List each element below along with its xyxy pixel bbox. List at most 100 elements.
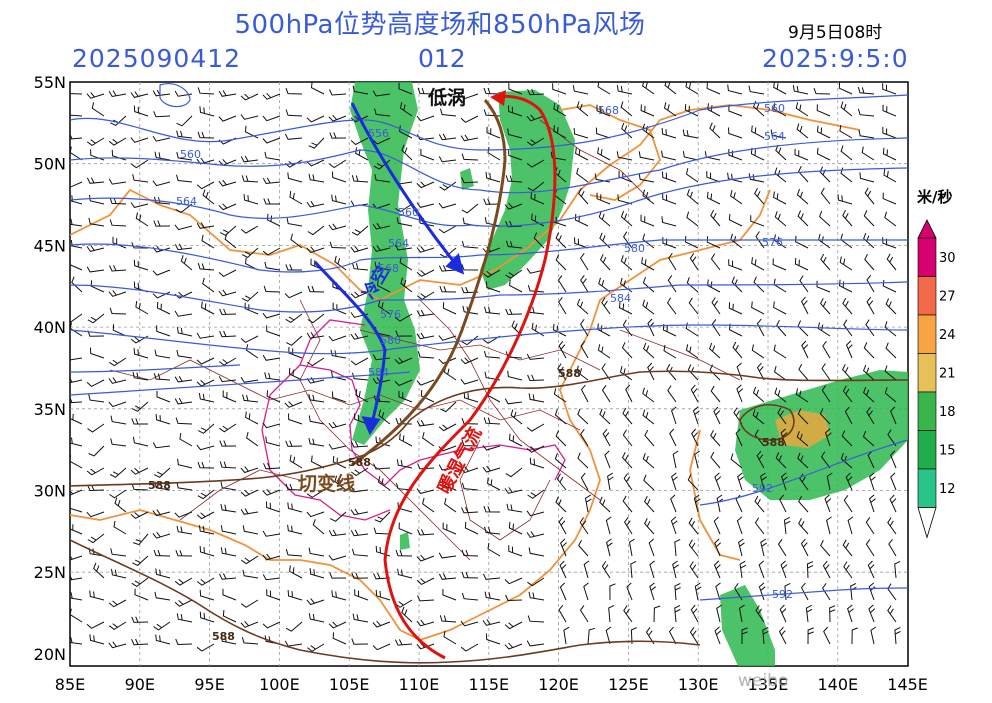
wind-barb <box>240 335 259 344</box>
wind-barb <box>153 220 171 227</box>
wind-barb <box>882 192 897 205</box>
wind-barb <box>663 102 677 117</box>
wind-barb <box>461 417 479 425</box>
height-contours-blue-east <box>699 439 908 601</box>
wind-barb <box>351 175 369 183</box>
wind-barb <box>622 319 633 337</box>
wind-barb <box>820 539 831 557</box>
wind-barb <box>288 347 303 359</box>
wind-barb <box>653 605 661 623</box>
wind-barb <box>266 390 281 403</box>
warm-moist-flow-arrow <box>383 94 557 660</box>
wind-barb <box>220 481 237 491</box>
wind-barb <box>176 130 193 139</box>
wind-barb <box>196 357 215 365</box>
wind-barb <box>222 609 237 623</box>
wind-barb <box>754 517 765 535</box>
wind-barb <box>70 322 83 337</box>
wind-barb <box>847 604 854 623</box>
wind-barb <box>241 599 259 608</box>
wind-barb <box>754 429 765 447</box>
wind-barb <box>199 589 215 601</box>
wind-barb <box>420 149 435 161</box>
wind-barb <box>220 635 237 645</box>
wind-barb <box>332 632 347 645</box>
wind-barb <box>616 85 633 95</box>
wind-barb <box>86 177 105 184</box>
wind-barb <box>154 591 171 601</box>
wind-barb <box>752 409 765 425</box>
wind-barb <box>264 372 281 381</box>
wind-barb <box>416 488 435 494</box>
wind-barb <box>131 401 149 412</box>
wind-barb <box>154 151 171 161</box>
wind-barb <box>240 155 259 163</box>
wind-barb <box>527 88 545 96</box>
wind-barb <box>774 387 787 403</box>
wind-barb <box>748 85 765 95</box>
wind-barb <box>819 298 831 315</box>
wind-barb <box>422 497 435 513</box>
wind-barb <box>328 554 347 561</box>
wind-barb <box>262 247 281 256</box>
wind-barb <box>734 583 743 601</box>
wind-barb <box>772 258 787 271</box>
wind-barb <box>350 333 369 340</box>
wind-barb <box>328 621 347 629</box>
wind-barb <box>287 524 303 535</box>
wind-barb <box>351 548 369 557</box>
wind-barb <box>890 450 897 469</box>
wind-barb <box>797 320 809 337</box>
wind-barb <box>135 212 149 227</box>
wind-barb <box>329 159 347 169</box>
wind-barb <box>821 385 831 403</box>
height-contours-blue <box>70 83 908 396</box>
wind-barb <box>735 428 743 447</box>
wind-barb <box>152 531 171 539</box>
wind-barb <box>70 636 83 645</box>
wind-barb <box>288 367 303 381</box>
wind-barb <box>797 408 809 425</box>
wind-barb <box>866 296 875 315</box>
wind-barb <box>461 592 479 601</box>
wind-barb <box>156 325 171 337</box>
wind-barb <box>487 477 501 491</box>
wind-barb <box>439 615 457 623</box>
wind-barb <box>108 90 127 98</box>
wind-barb <box>153 549 171 557</box>
contour-label: 560 <box>398 206 419 219</box>
wind-barb <box>557 275 567 293</box>
wind-barb <box>527 615 545 623</box>
wind-barb <box>461 240 479 249</box>
wind-barb <box>328 114 347 122</box>
wind-barb <box>306 159 325 167</box>
wind-barb <box>244 302 259 315</box>
wind-barb <box>819 210 831 227</box>
lon-label: 85E <box>55 675 85 694</box>
wind-barb <box>218 115 237 122</box>
wind-barb <box>198 393 215 403</box>
wind-barb <box>755 231 765 249</box>
wind-barb <box>155 568 171 579</box>
wind-barb <box>644 495 655 513</box>
chart-title: 500hPa位势高度场和850hPa风场 <box>234 10 646 40</box>
wind-barb <box>754 495 765 513</box>
wind-barb <box>89 634 105 645</box>
wind-barb <box>262 92 281 100</box>
wind-barb <box>153 621 171 631</box>
wind-barb <box>507 128 523 139</box>
wind-barb <box>504 621 523 630</box>
wind-barb <box>262 312 281 319</box>
wind-barb <box>108 599 127 608</box>
wind-barb <box>778 626 787 645</box>
wind-barb <box>329 572 347 579</box>
lon-label: 140E <box>817 675 858 694</box>
wind-barb <box>730 453 743 469</box>
wind-barb <box>373 463 391 470</box>
wind-barb <box>350 529 369 537</box>
wind-barb <box>799 275 809 293</box>
wind-barb <box>438 552 457 559</box>
wind-barb <box>671 472 678 491</box>
wind-barb <box>685 168 699 183</box>
wind-barb <box>621 342 633 359</box>
